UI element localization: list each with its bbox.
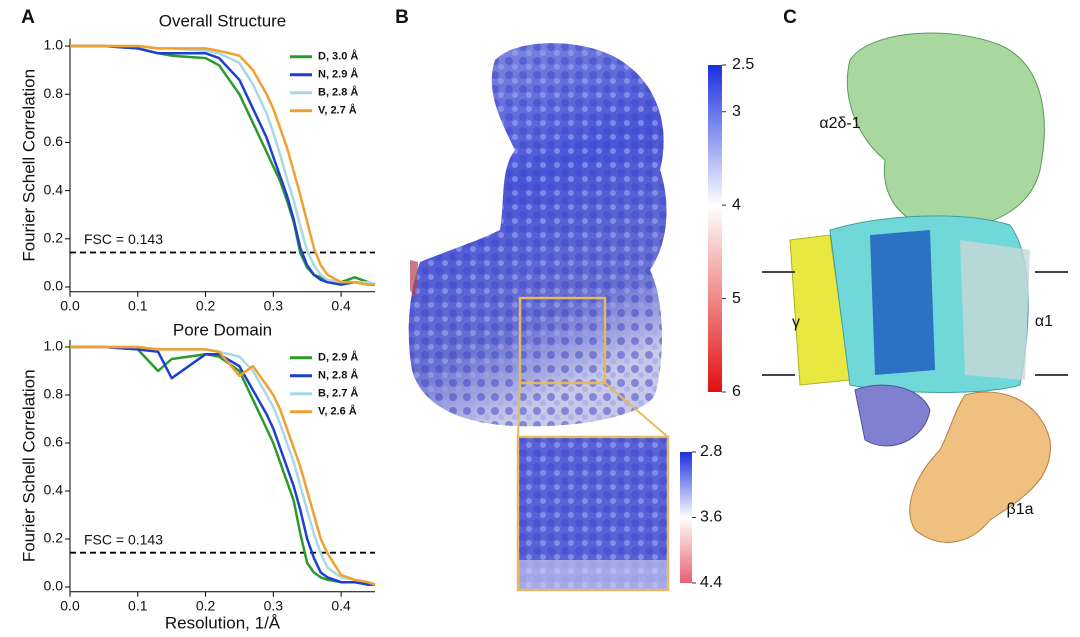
fsc-line [70, 44, 376, 286]
legend-label: V, 2.7 Å [318, 104, 357, 117]
colorbar-label: 3 [732, 103, 741, 120]
density-map [408, 43, 722, 592]
fsc-line [70, 44, 375, 286]
zoom-box [518, 296, 607, 385]
colorbar [708, 65, 722, 392]
x-tick-label: 0.0 [60, 598, 80, 614]
fsc-line [70, 44, 375, 286]
y-tick-label: 0.6 [44, 133, 64, 149]
structure-label: β1a [1007, 501, 1034, 518]
y-axis-label: Fourier Schell Correlation [19, 69, 38, 262]
legend-label: D, 2.9 Å [318, 351, 358, 364]
y-tick-label: 0.4 [44, 181, 64, 197]
y-tick-label: 0.6 [44, 434, 64, 450]
x-tick-label: 0.3 [264, 298, 284, 314]
x-tick-label: 0.4 [331, 598, 351, 614]
y-tick-label: 0.8 [44, 85, 64, 101]
y-tick-label: 0.0 [44, 278, 64, 294]
alpha1-core [870, 230, 935, 375]
zoom-line [604, 382, 669, 438]
colorbar-label: 4.4 [700, 574, 722, 591]
y-axis-label: Fourier Schell Correlation [19, 369, 38, 562]
y-tick-label: 0.4 [44, 482, 64, 498]
panel-label: A [21, 7, 35, 28]
fsc-line [70, 345, 375, 586]
x-tick-label: 0.3 [264, 598, 284, 614]
colorbar [680, 452, 692, 583]
fsc-line [70, 345, 376, 586]
legend-label: B, 2.8 Å [318, 86, 358, 99]
y-tick-label: 0.0 [44, 578, 64, 594]
structure-label: α1 [1035, 313, 1053, 330]
map-texture [408, 43, 667, 427]
y-tick-label: 0.2 [44, 229, 64, 245]
colorbar-label: 4 [732, 196, 741, 213]
structure-label: γ [792, 314, 800, 331]
x-tick-label: 0.1 [128, 598, 148, 614]
x-tick-label: 0.4 [331, 298, 351, 314]
colorbar-label: 5 [732, 290, 741, 307]
legend-label: V, 2.6 Å [318, 405, 357, 418]
zoom-bottom [519, 560, 667, 589]
x-tick-label: 0.2 [196, 598, 216, 614]
x-tick-label: 0.0 [60, 298, 80, 314]
alpha1-side [960, 240, 1030, 380]
y-tick-label: 0.8 [44, 386, 64, 402]
y-tick-label: 1.0 [44, 37, 64, 53]
chart-title: Pore Domain [173, 320, 272, 339]
fsc-line [70, 345, 376, 586]
alpha2delta-domain [846, 32, 1045, 229]
fsc-line [70, 44, 376, 286]
beta1a-domain [909, 391, 1051, 543]
panel-label: C [783, 7, 797, 28]
colorbar-label: 2.8 [700, 443, 722, 460]
threshold-label: FSC = 0.143 [84, 231, 163, 247]
structure: α2δ-1 γ α1 β1a [762, 32, 1068, 543]
fsc-line [70, 345, 375, 586]
legend-label: N, 2.9 Å [318, 68, 358, 81]
x-tick-label: 0.2 [196, 298, 216, 314]
colorbar-label: 3.6 [700, 509, 722, 526]
map-edge [410, 260, 418, 300]
colorbar-label: 2.5 [732, 56, 754, 73]
legend-label: D, 3.0 Å [318, 50, 358, 63]
threshold-label: FSC = 0.143 [84, 531, 163, 547]
structure-label: α2δ-1 [819, 115, 860, 132]
x-tick-label: 0.1 [128, 298, 148, 314]
zoom-line [517, 382, 521, 438]
chart-title: Overall Structure [159, 11, 287, 30]
panel-label: B [395, 7, 409, 28]
colorbar-label: 6 [732, 383, 741, 400]
y-tick-label: 0.2 [44, 530, 64, 546]
x-axis-label: Resolution, 1/Å [165, 613, 281, 632]
legend-label: B, 2.7 Å [318, 387, 358, 400]
y-tick-label: 1.0 [44, 338, 64, 354]
legend-label: N, 2.8 Å [318, 369, 358, 382]
purple-domain [854, 384, 931, 447]
